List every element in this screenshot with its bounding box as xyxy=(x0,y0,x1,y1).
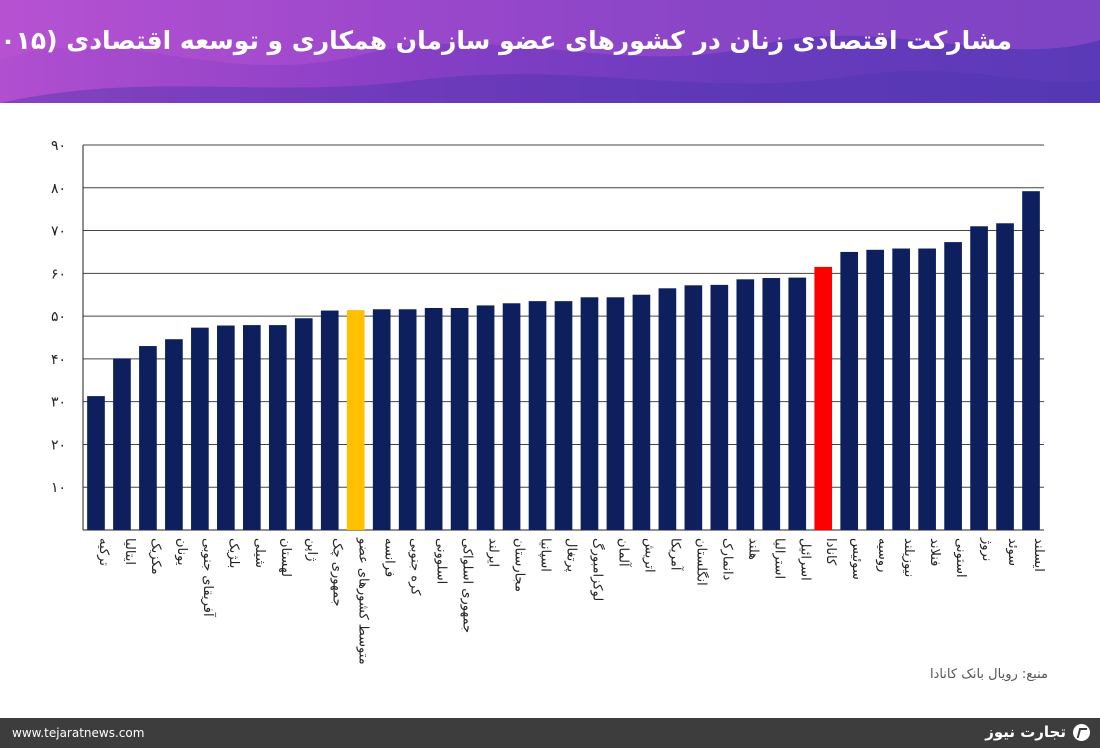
bar xyxy=(554,301,573,530)
source-note: منبع: رویال بانک کانادا xyxy=(929,667,1048,682)
bar xyxy=(398,309,417,530)
x-tick-label: استونی xyxy=(953,538,968,578)
x-tick-label: کره جنوبی xyxy=(408,538,423,596)
bar xyxy=(476,305,495,530)
bar xyxy=(892,248,910,530)
x-tick-label: نیوزیلند xyxy=(901,538,916,577)
x-tick-label: استرالیا xyxy=(771,538,786,579)
x-tick-label: ترکیه xyxy=(96,538,111,566)
brand-logo-icon xyxy=(1073,724,1090,741)
bar xyxy=(944,242,962,530)
bar xyxy=(346,310,365,530)
x-tick-label: یونان xyxy=(174,538,189,566)
bar xyxy=(294,318,313,530)
x-tick-label: جمهوری اسلواکی xyxy=(460,538,475,633)
bar xyxy=(372,309,391,530)
x-tick-label: اسلوونی xyxy=(434,538,449,584)
y-tick-label: ۸۰ xyxy=(51,181,66,197)
y-tick-label: ۶۰ xyxy=(51,266,66,282)
x-tick-label: انگلستان xyxy=(693,538,709,586)
bar xyxy=(191,327,209,530)
y-tick-label: ۹۰ xyxy=(51,138,66,154)
bar xyxy=(242,325,261,530)
x-tick-label: بلژیک xyxy=(226,538,241,568)
bar xyxy=(113,358,131,530)
x-tick-label: لوکزامبورگ xyxy=(589,538,606,601)
brand-name: تجارت نیوز xyxy=(985,723,1066,741)
x-tick-label: لهستان xyxy=(278,538,293,577)
bar xyxy=(814,266,833,530)
x-tick-label: نروژ xyxy=(979,537,994,561)
x-tick-label: سوئیس xyxy=(849,538,864,580)
x-tick-label: آفریقای جنوبی xyxy=(200,538,217,618)
bar xyxy=(736,279,755,530)
bar xyxy=(424,307,443,530)
x-tick-label: اسرائیل xyxy=(797,538,812,581)
website-url[interactable]: www.tejaratnews.com xyxy=(12,726,145,740)
bar xyxy=(866,249,885,531)
bar xyxy=(788,277,807,530)
y-tick-label: ۲۰ xyxy=(51,437,66,453)
x-tick-label: شیلی xyxy=(252,538,267,568)
chart-area: ۱۰ ۲۰ ۳۰ ۴۰ ۵۰ ۶۰ ۷۰ ۸۰ ۹۰ ترکیه ایتالیا مکزیک یونان… xyxy=(0,103,1100,715)
bar xyxy=(139,346,157,530)
bar xyxy=(87,396,105,530)
bar xyxy=(528,301,547,530)
x-tick-label: دانمارک xyxy=(719,538,734,581)
bar xyxy=(606,297,625,530)
footer-bar: www.tejaratnews.com تجارت نیوز xyxy=(0,718,1100,748)
x-tick-label: فنلاند xyxy=(927,538,942,566)
bar xyxy=(762,278,781,530)
x-tick-label: اتریش xyxy=(641,538,656,573)
bar xyxy=(165,339,183,530)
bar xyxy=(658,288,677,530)
bar xyxy=(1022,191,1040,530)
bar xyxy=(268,325,287,530)
bar xyxy=(320,310,339,530)
x-tick-label: جمهوری چک xyxy=(330,538,345,607)
chart-title: مشارکت اقتصادی زنان در کشورهای عضو سازما… xyxy=(0,26,1012,55)
x-tick-label: کانادا xyxy=(823,538,838,566)
bar xyxy=(502,303,521,530)
x-tick-label: ایرلند xyxy=(486,538,501,567)
x-tick-label: روسیه xyxy=(875,538,890,572)
bar xyxy=(580,297,599,530)
y-tick-label: ۴۰ xyxy=(51,352,66,368)
bar xyxy=(217,325,235,530)
y-tick-label: ۷۰ xyxy=(51,224,66,240)
y-tick-label: ۵۰ xyxy=(51,309,66,325)
x-tick-label: اسپانیا xyxy=(538,538,553,572)
x-tick-label: هلند xyxy=(745,538,760,560)
bar xyxy=(632,294,651,530)
x-tick-label: سوئد xyxy=(1005,538,1020,566)
header-wave-decoration xyxy=(0,0,1100,103)
x-tick-label: آمریکا xyxy=(667,538,684,572)
x-tick-label: ایتالیا xyxy=(122,538,137,565)
y-tick-label: ۳۰ xyxy=(51,395,66,411)
bar-chart: ۱۰ ۲۰ ۳۰ ۴۰ ۵۰ ۶۰ ۷۰ ۸۰ ۹۰ ترکیه ایتالیا مکزیک یونان… xyxy=(51,138,1046,665)
bar xyxy=(684,285,703,530)
bar xyxy=(840,251,859,530)
bar xyxy=(970,226,988,530)
x-tick-label: ژاپن xyxy=(304,538,319,561)
x-tick-label: مکزیک xyxy=(148,538,163,575)
x-tick-label: ایسلند xyxy=(1031,538,1046,572)
x-tick-label: پرتغال xyxy=(564,538,579,572)
bar xyxy=(450,307,469,530)
bar xyxy=(710,284,729,530)
header-banner: مشارکت اقتصادی زنان در کشورهای عضو سازما… xyxy=(0,0,1100,103)
x-tick-label: متوسط کشورهای عضو xyxy=(356,537,371,665)
bar xyxy=(918,248,936,530)
x-tick-label: آلمان xyxy=(615,538,632,568)
y-tick-label: ۱۰ xyxy=(51,480,66,496)
x-tick-label: مجارستان xyxy=(512,538,527,592)
x-tick-label: فرانسه xyxy=(382,538,397,577)
bar xyxy=(996,223,1014,530)
